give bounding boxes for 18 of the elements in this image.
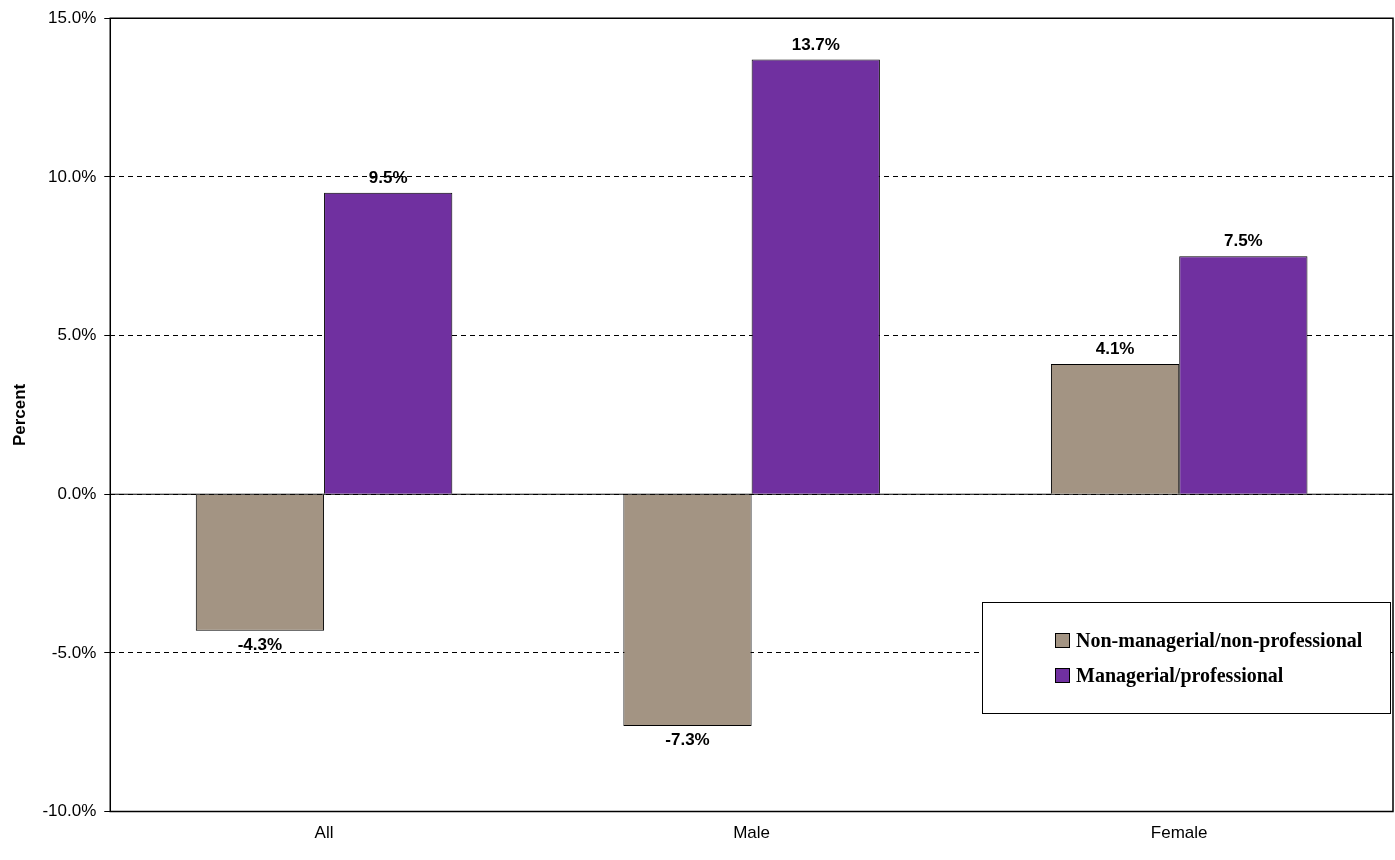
legend-label: Managerial/professional — [1076, 663, 1284, 687]
data-label: -7.3% — [665, 730, 710, 750]
y-tick-label: -10.0% — [42, 801, 97, 821]
data-label: 7.5% — [1223, 231, 1263, 251]
y-tick-label: 0.0% — [57, 483, 97, 503]
data-label: 13.7% — [791, 34, 840, 54]
y-axis-title: Percent — [9, 383, 29, 447]
x-tick-label: All — [314, 823, 334, 843]
y-tick-label: 10.0% — [48, 166, 97, 186]
legend-label: Non-managerial/non-professional — [1076, 628, 1363, 652]
y-tick-label: 15.0% — [48, 7, 97, 27]
y-tick-label: 5.0% — [57, 325, 97, 345]
x-tick-label: Male — [733, 823, 771, 843]
y-tick-label: -5.0% — [51, 642, 97, 662]
x-tick-label: Female — [1150, 823, 1208, 843]
data-label: 9.5% — [368, 167, 408, 187]
data-label: -4.3% — [237, 634, 283, 654]
data-label: 4.1% — [1095, 339, 1135, 359]
